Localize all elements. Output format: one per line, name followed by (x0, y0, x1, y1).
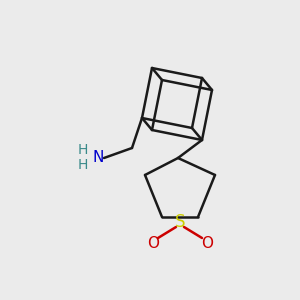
Text: O: O (147, 236, 159, 250)
Text: H: H (78, 143, 88, 157)
Text: S: S (175, 213, 185, 231)
Text: N: N (92, 149, 104, 164)
Text: O: O (201, 236, 213, 250)
Text: H: H (78, 158, 88, 172)
